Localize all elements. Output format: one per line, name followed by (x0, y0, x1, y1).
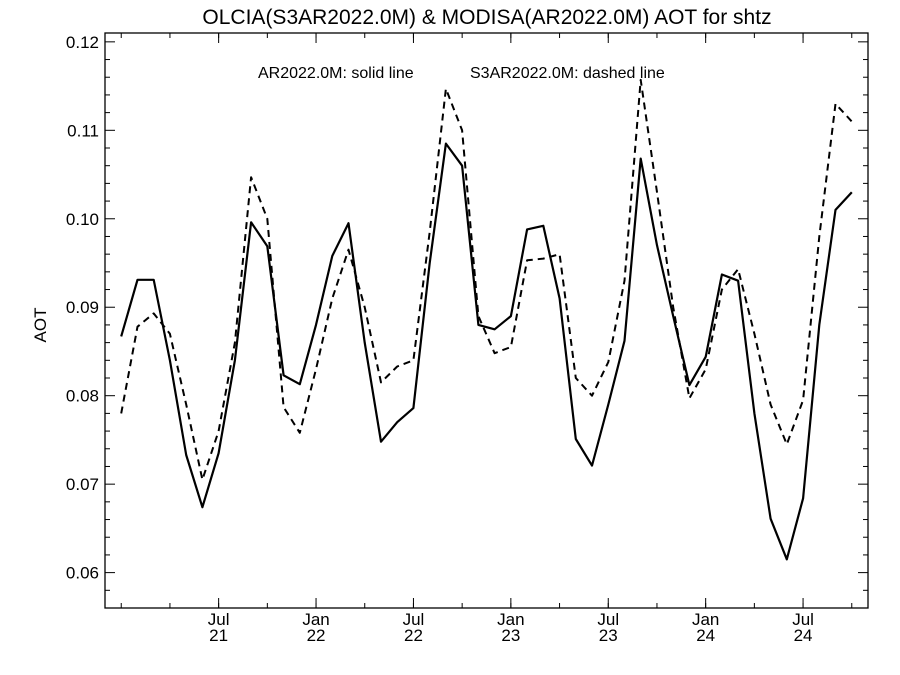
x-tick-label-year: 24 (696, 626, 715, 645)
x-tick-label-year: 22 (404, 626, 423, 645)
plot-area: 0.060.070.080.090.100.110.12Jul21Jan22Ju… (66, 32, 869, 645)
dashed-line-annotation: S3AR2022.0M: dashed line (470, 65, 665, 82)
y-axis-label: AOT (31, 308, 50, 343)
chart-title: OLCIA(S3AR2022.0M) & MODISA(AR2022.0M) A… (202, 6, 771, 29)
x-tick-label-year: 23 (599, 626, 618, 645)
x-tick-label-year: 21 (209, 626, 228, 645)
x-tick-label-month: Jul (597, 610, 619, 629)
y-tick-label: 0.09 (66, 298, 99, 317)
y-tick-label: 0.11 (67, 121, 99, 140)
series-line-solid (120, 142, 853, 561)
x-tick-label-month: Jan (692, 610, 719, 629)
x-tick-label-year: 22 (307, 626, 326, 645)
series-line-dashed (120, 78, 853, 481)
x-tick-label-year: 24 (794, 626, 813, 645)
y-tick-label: 0.12 (66, 33, 99, 52)
plot-frame (104, 32, 869, 609)
y-tick-label: 0.08 (66, 387, 99, 406)
x-tick-label-month: Jul (792, 610, 814, 629)
y-tick-label: 0.06 (66, 564, 99, 583)
x-tick-label-month: Jul (208, 610, 230, 629)
x-tick-label-year: 23 (501, 626, 520, 645)
solid-line-annotation: AR2022.0M: solid line (258, 65, 414, 82)
x-tick-label-month: Jan (497, 610, 524, 629)
x-tick-label-month: Jan (302, 610, 329, 629)
y-tick-label: 0.10 (66, 210, 99, 229)
y-tick-label: 0.07 (66, 475, 99, 494)
x-tick-label-month: Jul (403, 610, 425, 629)
